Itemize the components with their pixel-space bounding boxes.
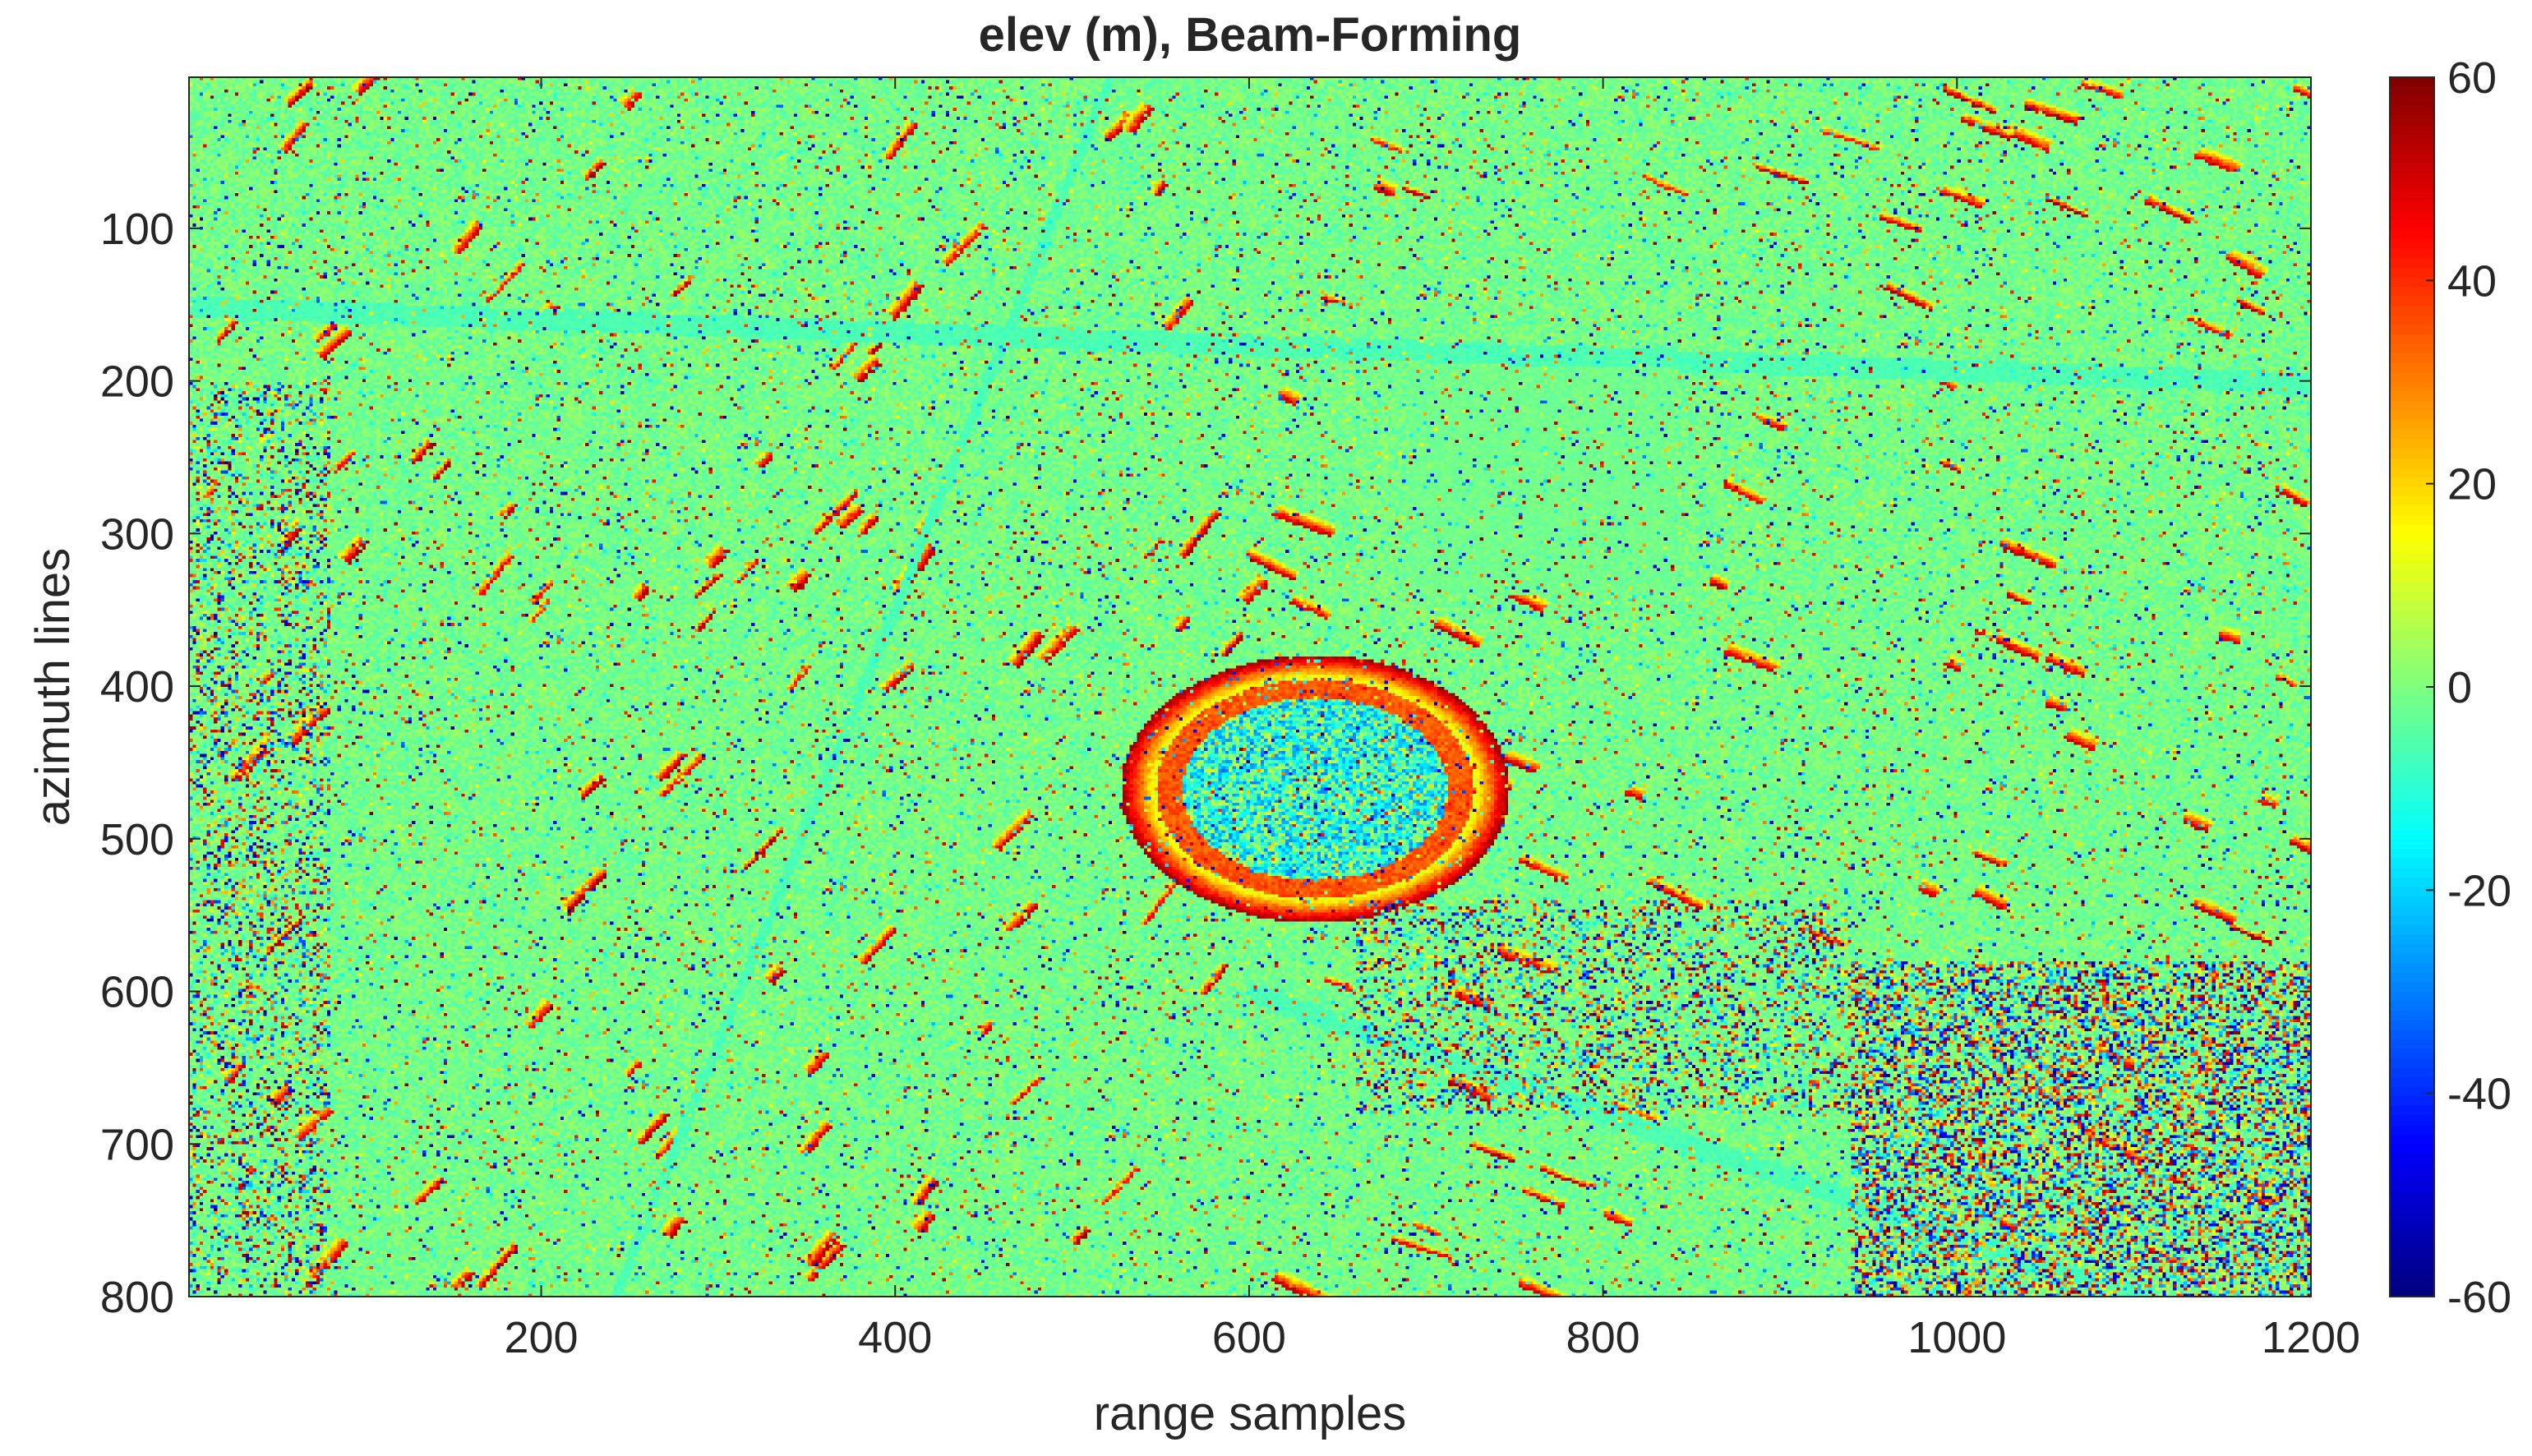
chart-title: elev (m), Beam-Forming — [979, 8, 1522, 62]
y-tick-label: 700 — [100, 1120, 174, 1169]
colorbar-ticks: -60 -40 -20 0 20 40 60 — [2426, 53, 2511, 1322]
x-tick-label: 800 — [1566, 1313, 1640, 1362]
y-tick-label: 100 — [100, 205, 174, 254]
plot-frame — [188, 76, 2312, 1297]
y-tick-label: 600 — [100, 968, 174, 1017]
y-tick-label: 200 — [100, 357, 174, 407]
colorbar-tick-label: 0 — [2447, 663, 2472, 712]
y-tick-label: 500 — [100, 815, 174, 864]
x-tick-label: 1200 — [2262, 1313, 2360, 1362]
colorbar-frame — [2389, 76, 2435, 1297]
x-ticks: 200 400 600 800 1000 1200 — [504, 77, 2360, 1362]
x-tick-label: 1000 — [1907, 1313, 2006, 1362]
x-tick-label: 600 — [1212, 1313, 1286, 1362]
colorbar-tick-label: -20 — [2447, 866, 2511, 915]
x-tick-label: 400 — [858, 1313, 932, 1362]
colorbar-tick-label: 20 — [2447, 460, 2497, 509]
y-tick-label: 800 — [100, 1273, 174, 1322]
y-tick-label: 400 — [100, 662, 174, 712]
y-axis-label: azimuth lines — [26, 548, 80, 826]
x-tick-label: 200 — [504, 1313, 578, 1362]
colorbar-tick-label: 40 — [2447, 256, 2497, 306]
heatmap-image — [189, 77, 2311, 1297]
y-tick-label: 300 — [100, 509, 174, 559]
colorbar-tick-label: 60 — [2447, 53, 2497, 103]
y-ticks: 100 200 300 400 500 600 700 800 — [100, 205, 2311, 1322]
colorbar-tick-label: -60 — [2447, 1273, 2511, 1322]
colorbar-tick-label: -40 — [2447, 1070, 2511, 1119]
x-axis-label: range samples — [1094, 1387, 1406, 1440]
